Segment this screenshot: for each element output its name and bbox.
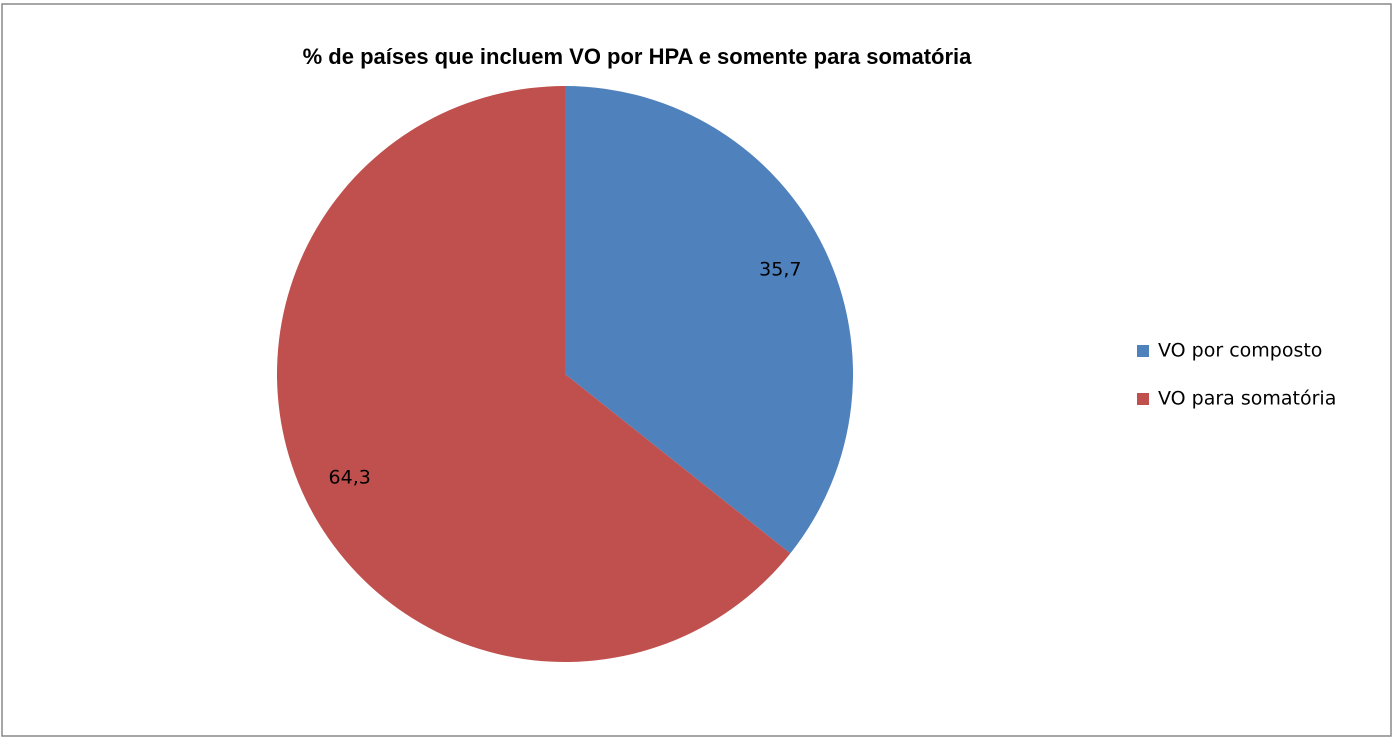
legend-swatch [1137,393,1149,405]
legend-label: VO para somatória [1158,388,1336,410]
pie-slice [276,86,791,662]
pie-slice [565,86,853,554]
chart-title: % de países que incluem VO por HPA e som… [303,44,973,69]
data-label: 64,3 [329,466,371,488]
legend-swatch [1137,345,1149,357]
legend-label: VO por composto [1158,340,1322,362]
data-label: 35,7 [759,259,801,281]
